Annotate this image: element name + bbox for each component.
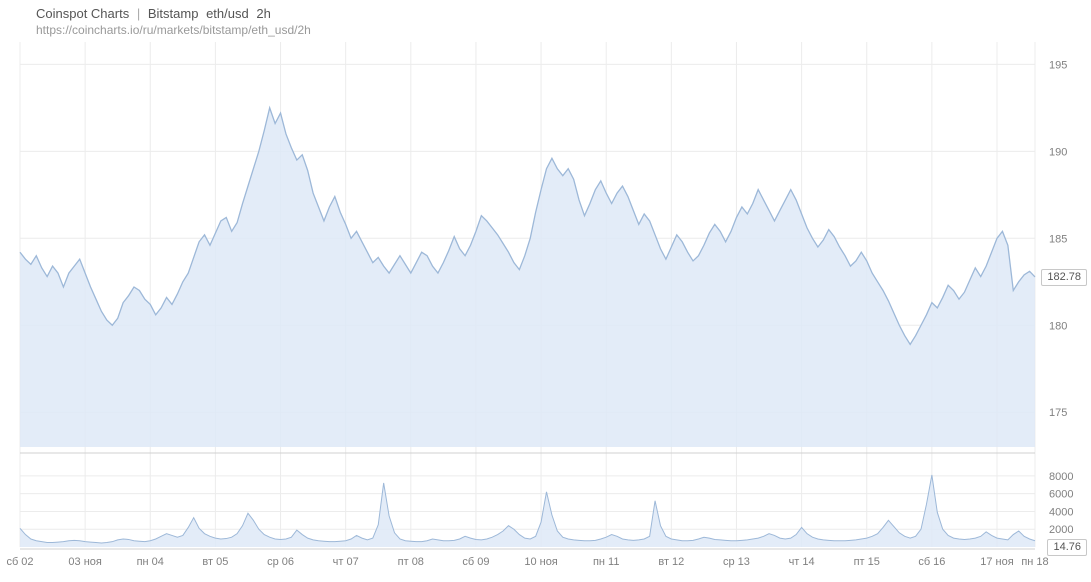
svg-text:сб 02: сб 02 [6, 556, 33, 568]
svg-text:пт 15: пт 15 [854, 556, 880, 568]
svg-text:4000: 4000 [1049, 506, 1073, 518]
svg-text:чт 14: чт 14 [789, 556, 815, 568]
svg-text:чт 07: чт 07 [333, 556, 359, 568]
svg-text:180: 180 [1049, 320, 1067, 332]
last-volume-badge: 14.76 [1047, 539, 1087, 556]
svg-text:ср 13: ср 13 [723, 556, 750, 568]
svg-text:вт 12: вт 12 [658, 556, 684, 568]
svg-text:вт 05: вт 05 [202, 556, 228, 568]
svg-text:10 ноя: 10 ноя [524, 556, 557, 568]
svg-text:17 ноя: 17 ноя [980, 556, 1013, 568]
interval-name: 2h [256, 6, 270, 21]
chart-svg[interactable]: 175 180 185 190 195 2000 4000 6000 8000 сб 02 03 н… [0, 39, 1091, 579]
chart-header: Coinspot Charts | Bitstamp eth/usd 2h ht… [0, 0, 1091, 39]
svg-text:190: 190 [1049, 146, 1067, 158]
chart-url: https://coincharts.io/ru/markets/bitstam… [36, 23, 1091, 37]
svg-text:пн 18: пн 18 [1021, 556, 1048, 568]
chart-area[interactable]: 175 180 185 190 195 2000 4000 6000 8000 сб 02 03 н… [0, 39, 1091, 579]
svg-text:8000: 8000 [1049, 471, 1073, 483]
title-separator: | [137, 6, 140, 21]
site-name: Coinspot Charts [36, 6, 129, 21]
svg-text:пт 08: пт 08 [398, 556, 424, 568]
svg-text:ср 06: ср 06 [267, 556, 294, 568]
svg-text:03 ноя: 03 ноя [68, 556, 101, 568]
chart-title: Coinspot Charts | Bitstamp eth/usd 2h [36, 6, 1091, 21]
svg-text:пн 04: пн 04 [137, 556, 164, 568]
svg-text:185: 185 [1049, 233, 1067, 245]
svg-text:2000: 2000 [1049, 524, 1073, 536]
exchange-name: Bitstamp [148, 6, 199, 21]
svg-text:сб 09: сб 09 [462, 556, 489, 568]
svg-text:6000: 6000 [1049, 489, 1073, 501]
last-price-badge: 182.78 [1041, 269, 1087, 286]
svg-text:195: 195 [1049, 59, 1067, 71]
svg-text:175: 175 [1049, 407, 1067, 419]
svg-text:пн 11: пн 11 [593, 556, 620, 568]
svg-text:сб 16: сб 16 [918, 556, 945, 568]
pair-name: eth/usd [206, 6, 249, 21]
